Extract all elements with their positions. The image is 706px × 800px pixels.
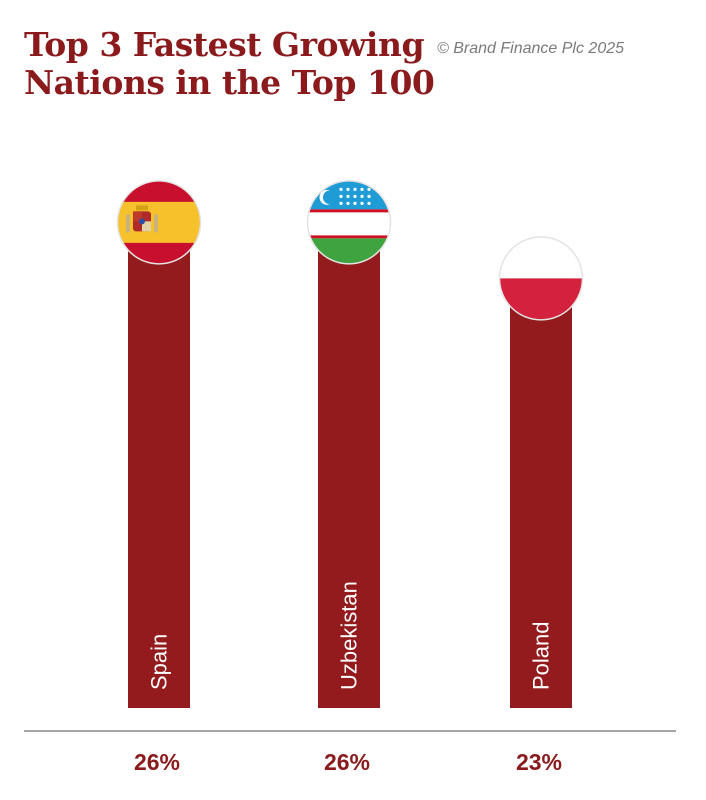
spain-flag-graphic: [118, 181, 200, 264]
chart-title-line-1: Top 3 Fastest Growing: [24, 25, 425, 64]
uzbekistan-flag-graphic: [308, 181, 390, 264]
bar-poland: [510, 278, 572, 708]
value-label-spain: 26%: [134, 749, 180, 775]
poland-flag-graphic: [500, 237, 582, 320]
value-label-uzbekistan: 26%: [324, 749, 370, 775]
spain-flag-icon: [116, 180, 202, 265]
bars-layer: Spain Uzbekistan Poland: [116, 180, 584, 708]
category-label-poland: Poland: [529, 621, 554, 690]
copyright-notice: © Brand Finance Plc 2025: [437, 40, 625, 57]
value-label-poland: 23%: [516, 749, 562, 775]
value-labels-layer: 26% 26% 23%: [134, 749, 562, 775]
chart-title-line-2: Nations in the Top 100: [24, 63, 435, 102]
bar-uzbekistan: [318, 222, 380, 708]
bar-spain: [128, 222, 190, 708]
poland-flag-icon: [498, 236, 584, 321]
category-label-uzbekistan: Uzbekistan: [337, 581, 362, 690]
category-label-spain: Spain: [147, 634, 172, 690]
uzbekistan-flag-icon: [306, 180, 392, 265]
chart-title: Top 3 Fastest Growing Nations in the Top…: [24, 26, 444, 102]
